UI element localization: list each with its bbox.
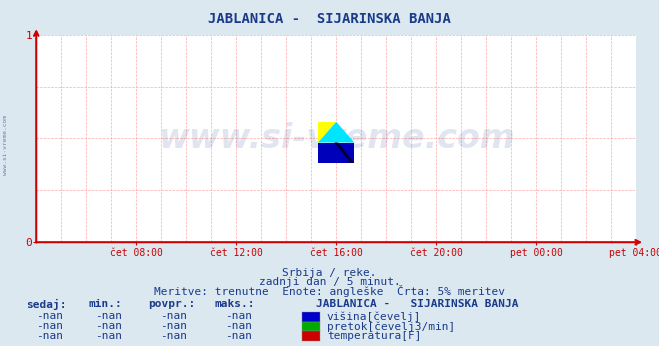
Text: Meritve: trenutne  Enote: angleške  Črta: 5% meritev: Meritve: trenutne Enote: angleške Črta: … <box>154 285 505 298</box>
Text: višina[čevelj]: višina[čevelj] <box>327 311 421 322</box>
Text: Srbija / reke.: Srbija / reke. <box>282 268 377 278</box>
Text: maks.:: maks.: <box>214 299 254 309</box>
Text: -nan: -nan <box>225 331 252 341</box>
Text: -nan: -nan <box>160 311 186 321</box>
Polygon shape <box>318 122 336 143</box>
Text: sedaj:: sedaj: <box>26 299 67 310</box>
Text: JABLANICA -  SIJARINSKA BANJA: JABLANICA - SIJARINSKA BANJA <box>208 12 451 26</box>
Text: JABLANICA -   SIJARINSKA BANJA: JABLANICA - SIJARINSKA BANJA <box>316 299 519 309</box>
Text: -nan: -nan <box>96 311 122 321</box>
Text: -nan: -nan <box>225 321 252 331</box>
Text: -nan: -nan <box>96 321 122 331</box>
Text: www.si-vreme.com: www.si-vreme.com <box>3 115 8 175</box>
Text: -nan: -nan <box>160 321 186 331</box>
Text: pretok[čevelj3/min]: pretok[čevelj3/min] <box>327 321 455 331</box>
Text: -nan: -nan <box>160 331 186 341</box>
Text: -nan: -nan <box>36 331 63 341</box>
Text: povpr.:: povpr.: <box>148 299 196 309</box>
Text: -nan: -nan <box>225 311 252 321</box>
Polygon shape <box>318 143 355 163</box>
Text: -nan: -nan <box>96 331 122 341</box>
Text: temperatura[F]: temperatura[F] <box>327 331 421 341</box>
Text: -nan: -nan <box>36 321 63 331</box>
Text: -nan: -nan <box>36 311 63 321</box>
Text: www.si-vreme.com: www.si-vreme.com <box>158 122 515 155</box>
Polygon shape <box>318 122 355 143</box>
Polygon shape <box>334 143 355 163</box>
Text: zadnji dan / 5 minut.: zadnji dan / 5 minut. <box>258 277 401 287</box>
Text: min.:: min.: <box>89 299 123 309</box>
